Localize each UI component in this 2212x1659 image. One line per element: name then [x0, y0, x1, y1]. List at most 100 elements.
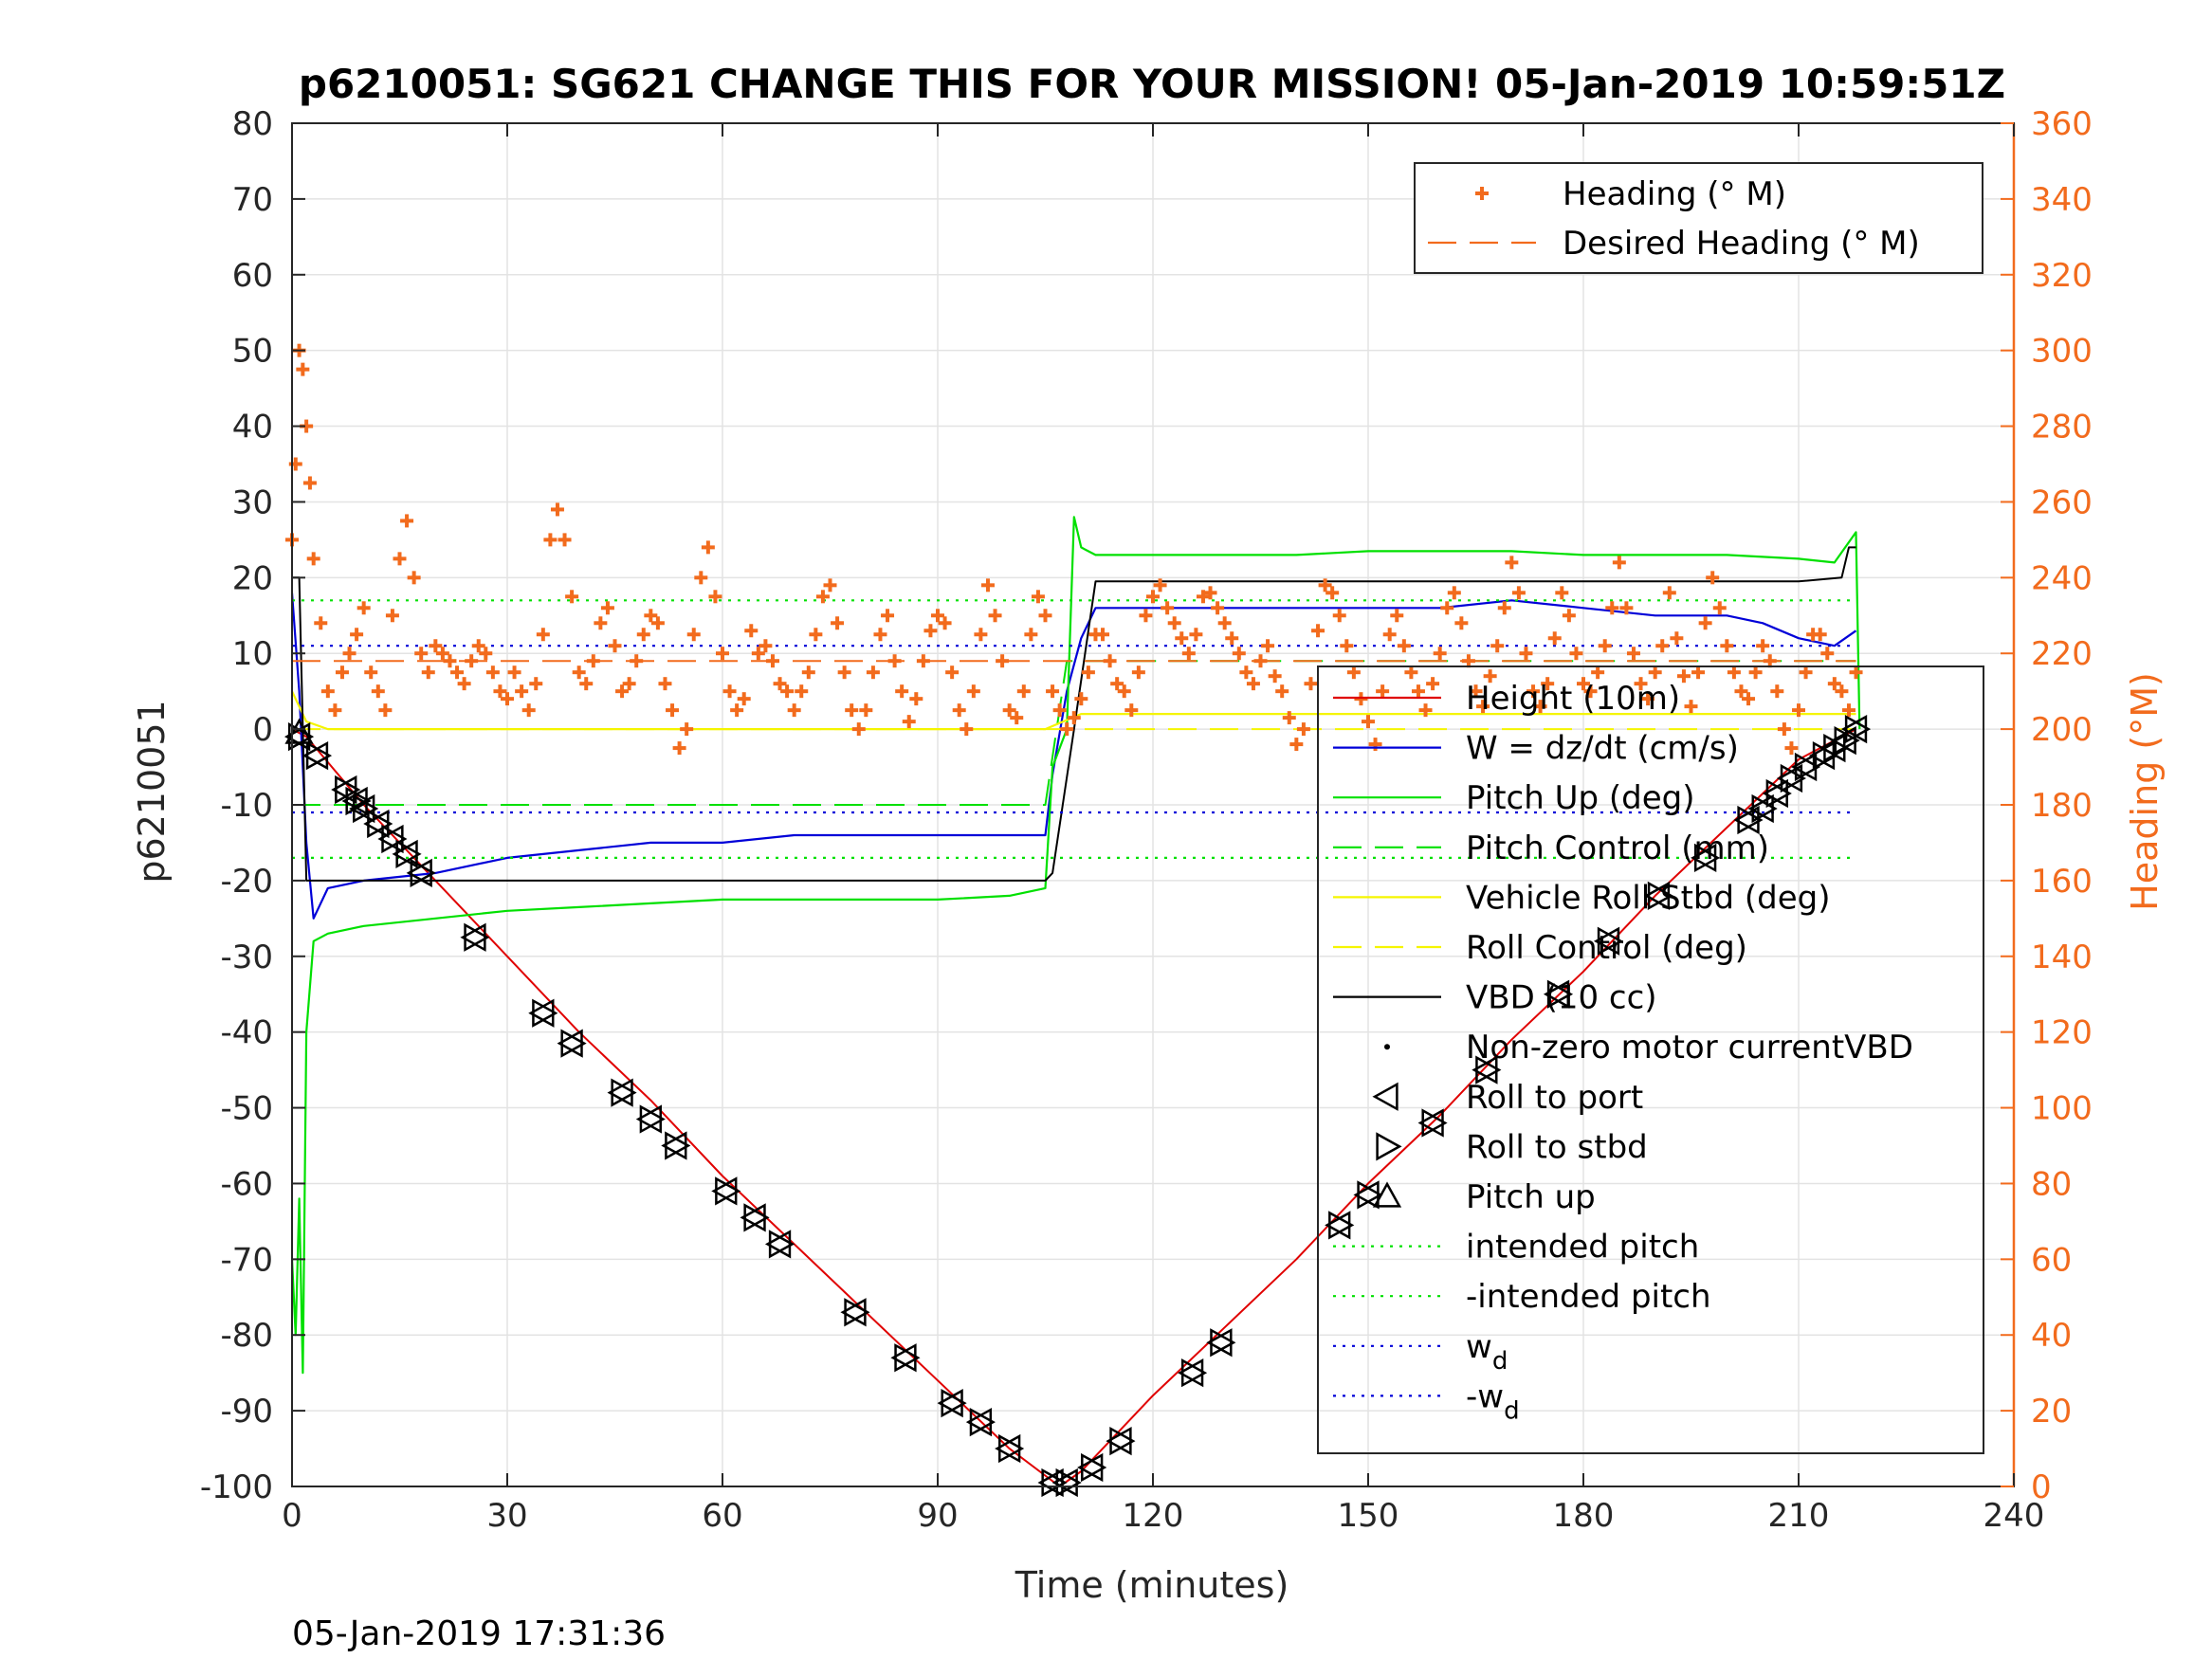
heading-point: [1246, 677, 1260, 691]
roll-port-marker: [965, 1407, 993, 1437]
heading-point: [1519, 647, 1533, 661]
heading-point: [421, 665, 435, 680]
legend-swatch-tri-right: [1376, 1132, 1402, 1161]
y2-axis-label: Heading (°M): [2124, 672, 2166, 911]
heading-point: [837, 665, 851, 680]
heading-point: [680, 722, 694, 737]
y2-tick-label: 20: [2031, 1393, 2072, 1431]
heading-point: [1275, 684, 1289, 699]
heading-point: [1010, 711, 1024, 725]
heading-point: [1562, 609, 1576, 623]
heading-point: [831, 616, 845, 630]
legend-label-sub: d: [1492, 1347, 1508, 1376]
roll-stbd-marker: [715, 1176, 741, 1206]
roll-port-marker: [349, 793, 375, 824]
heading-point: [980, 578, 995, 592]
heading-point: [1777, 722, 1791, 737]
heading-point: [1016, 684, 1031, 699]
heading-point: [1239, 665, 1253, 680]
heading-point: [1296, 722, 1310, 737]
heading-point: [873, 628, 887, 642]
heading-point: [1376, 684, 1390, 699]
roll-stbd-marker: [941, 1388, 967, 1418]
roll-port-marker: [1543, 979, 1570, 1009]
y2-tick-label: 280: [2031, 409, 2093, 447]
y2-tick-label: 120: [2031, 1014, 2093, 1052]
roll-port-marker: [840, 1298, 867, 1327]
y-tick-label: 10: [232, 635, 273, 673]
roll-stbd-marker: [1737, 805, 1764, 835]
legend-label-text: Pitch Up (deg): [1466, 779, 1694, 817]
heading-point: [801, 665, 815, 680]
heading-point: [600, 601, 614, 615]
y-tick-label: -90: [220, 1393, 273, 1431]
heading-point: [716, 647, 729, 661]
heading-point: [1124, 703, 1139, 718]
heading-point: [1792, 703, 1805, 718]
heading-point: [479, 647, 493, 661]
heading-point: [1670, 631, 1684, 646]
roll-stbd-marker: [1751, 793, 1778, 824]
heading-point: [952, 703, 966, 718]
roll-stbd-marker: [1421, 1108, 1448, 1138]
heading-point: [1368, 738, 1382, 752]
roll-stbd-marker: [1844, 714, 1872, 744]
heading-point: [1763, 654, 1777, 668]
legend-label: Pitch up: [1466, 1178, 1596, 1216]
y2-tick-label: 60: [2031, 1241, 2072, 1279]
heading-point: [1211, 601, 1225, 615]
heading-point: [1712, 601, 1727, 615]
roll-stbd-marker: [1055, 1468, 1082, 1498]
heading-point: [845, 703, 859, 718]
heading-point: [1332, 609, 1346, 623]
heading-point: [1541, 677, 1555, 691]
y-tick-label: 30: [232, 483, 273, 521]
legend-label: Pitch Up (deg): [1466, 779, 1694, 817]
roll-stbd-marker: [768, 1230, 795, 1259]
heading-point: [787, 703, 801, 718]
roll-port-marker: [363, 809, 390, 839]
y-axis-label: p6210051: [131, 700, 173, 883]
roll-port-marker: [635, 1104, 662, 1134]
heading-point: [1217, 616, 1232, 630]
heading-point: [1756, 639, 1770, 653]
legend-label-text: -w: [1466, 1377, 1504, 1415]
heading-point: [1841, 703, 1856, 718]
roll-port-marker: [1353, 1180, 1380, 1210]
heading-point: [1325, 586, 1340, 600]
heading-point: [1096, 628, 1110, 642]
chart-title: p6210051: SG621 CHANGE THIS FOR YOUR MIS…: [299, 61, 2005, 107]
roll-port-marker: [1830, 725, 1856, 756]
heading-point: [414, 647, 429, 661]
footer-timestamp: 05-Jan-2019 17:31:36: [292, 1614, 666, 1653]
heading-point: [1511, 586, 1526, 600]
heading-point: [1304, 677, 1318, 691]
heading-point: [1605, 601, 1619, 615]
heading-point: [364, 665, 378, 680]
legend-entry: Desired Heading (° M): [1428, 225, 1920, 263]
heading-point: [866, 665, 880, 680]
heading-point: [1461, 654, 1475, 668]
y-tick-label: -10: [220, 787, 273, 825]
x-tick-label: 60: [702, 1497, 742, 1535]
roll-port-marker: [1733, 805, 1760, 835]
heading-point: [435, 647, 449, 661]
heading-point: [974, 628, 988, 642]
heading-point: [1720, 639, 1734, 653]
heading-point: [1476, 700, 1490, 714]
heading-point: [443, 654, 457, 668]
roll-port-marker: [1206, 1328, 1233, 1358]
roll-stbd-marker: [1081, 1452, 1107, 1483]
heading-point: [306, 552, 320, 566]
legend-label-text: intended pitch: [1466, 1229, 1699, 1267]
roll-stbd-marker: [1357, 1180, 1383, 1210]
legend-label-text: VBD (10 cc): [1466, 979, 1657, 1017]
heading-point: [1835, 684, 1849, 699]
heading-point: [378, 703, 393, 718]
heading-point: [493, 684, 507, 699]
y2-tick-label: 40: [2031, 1317, 2072, 1355]
heading-point: [1813, 628, 1827, 642]
heading-point: [1175, 631, 1189, 646]
legend-label-text: w: [1466, 1328, 1492, 1366]
heading-point: [400, 514, 414, 528]
